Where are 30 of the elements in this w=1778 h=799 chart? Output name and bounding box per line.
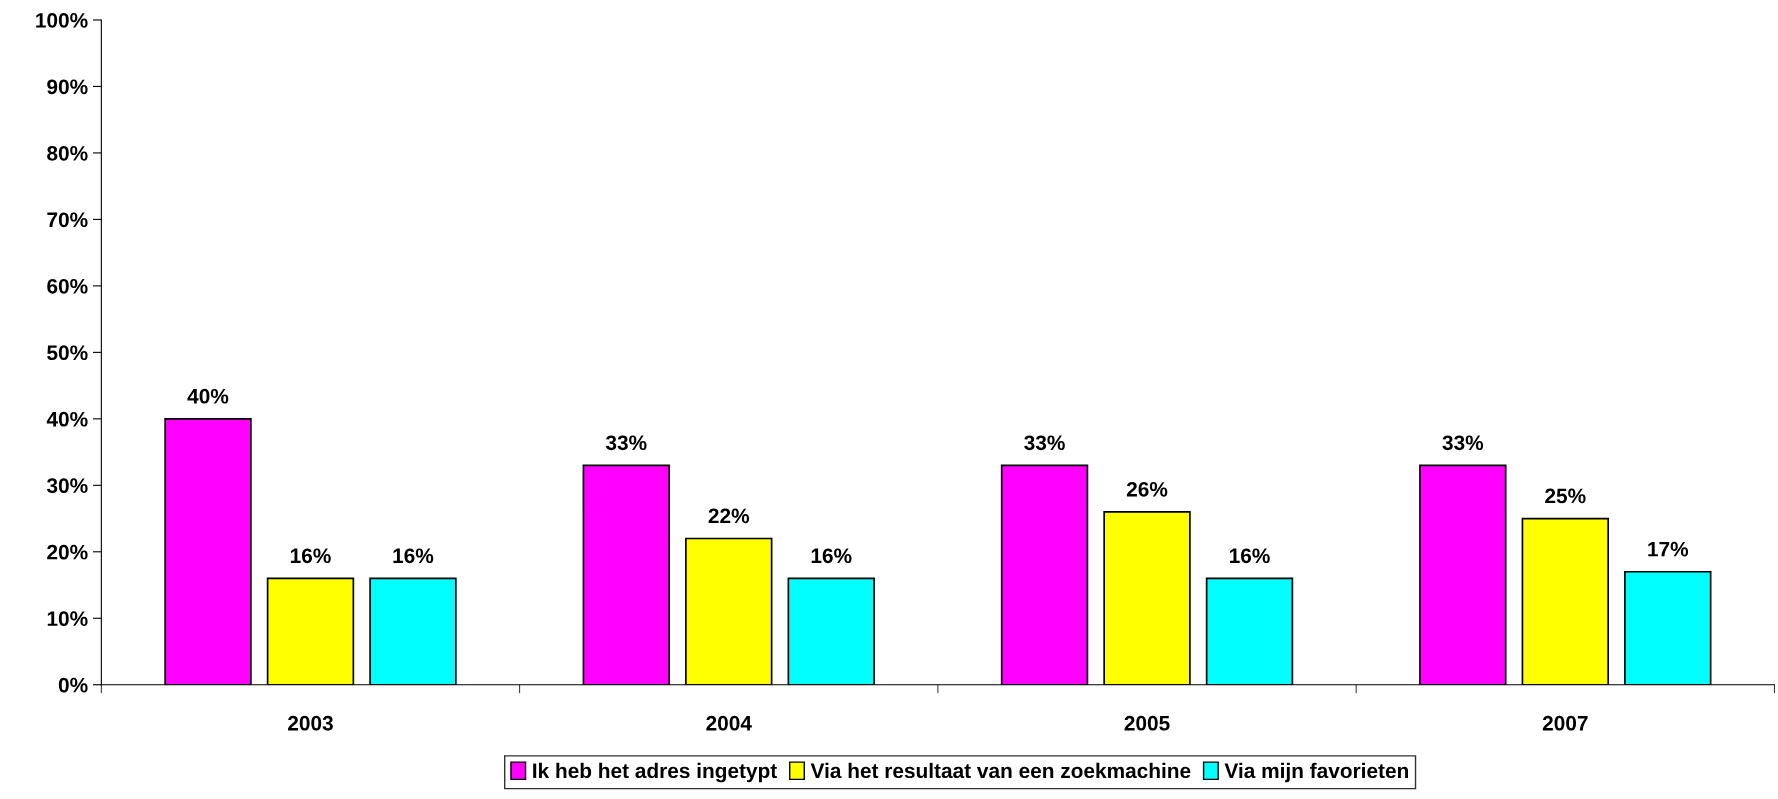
x-tick-label: 2004 bbox=[706, 715, 752, 731]
data-label: 33% bbox=[1442, 435, 1484, 451]
y-tick-label: 70% bbox=[47, 212, 88, 228]
y-tick-label: 100% bbox=[36, 12, 88, 28]
data-label: 33% bbox=[1024, 435, 1065, 451]
data-label: 16% bbox=[811, 548, 852, 564]
data-label: 25% bbox=[1545, 488, 1586, 504]
data-label: 16% bbox=[1229, 548, 1270, 564]
data-label: 33% bbox=[605, 435, 647, 451]
y-tick-label: 0% bbox=[58, 677, 88, 693]
data-label: 16% bbox=[393, 548, 434, 564]
data-label: 16% bbox=[290, 548, 331, 564]
y-tick-label: 80% bbox=[47, 145, 88, 161]
legend-label: Ik heb het adres ingetypt bbox=[533, 762, 777, 783]
y-tick-label: 90% bbox=[47, 79, 88, 95]
y-tick-label: 10% bbox=[47, 611, 88, 627]
x-tick-label: 2003 bbox=[288, 715, 333, 731]
legend-label: Via het resultaat van een zoekmachine bbox=[810, 762, 1191, 779]
x-tick-label: 2007 bbox=[1542, 715, 1588, 731]
x-tick-label: 2005 bbox=[1124, 715, 1170, 731]
y-tick-label: 20% bbox=[47, 544, 88, 560]
data-label: 22% bbox=[708, 508, 750, 524]
data-label: 26% bbox=[1126, 481, 1168, 497]
data-label: 17% bbox=[1648, 541, 1689, 557]
y-tick-label: 60% bbox=[47, 278, 88, 294]
y-tick-label: 50% bbox=[47, 345, 88, 361]
legend-label: Via mijn favorieten bbox=[1224, 762, 1408, 783]
y-tick-label: 30% bbox=[46, 478, 88, 494]
y-tick-label: 40% bbox=[46, 411, 88, 427]
data-label: 40% bbox=[187, 388, 229, 404]
